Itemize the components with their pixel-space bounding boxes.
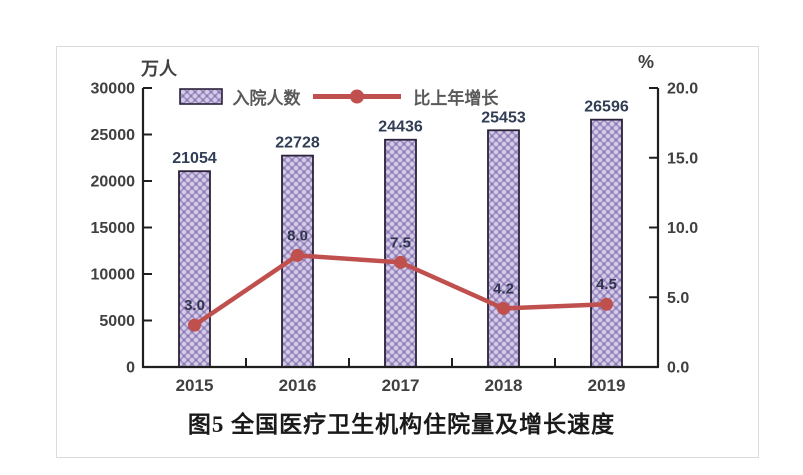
- chart-title: 图5 全国医疗卫生机构住院量及增长速度: [187, 412, 616, 437]
- growth-value-label-2016: 8.0: [287, 227, 308, 244]
- growth-marker-2018: [497, 301, 510, 315]
- legend-label-line-series: 比上年增长: [413, 89, 499, 108]
- left-axis-tick-label: 10000: [91, 267, 136, 284]
- left-axis-tick-label: 0: [126, 360, 135, 377]
- growth-value-label-2015: 3.0: [184, 297, 205, 314]
- x-axis-category-label: 2018: [485, 376, 523, 395]
- growth-value-label-2017: 7.5: [390, 234, 411, 251]
- legend-bar-swatch-icon: [179, 88, 223, 105]
- bar-2017: [384, 138, 417, 368]
- growth-value-label-2019: 4.5: [596, 276, 617, 293]
- left-axis-tick-label: 15000: [91, 220, 136, 237]
- bar-2019: [590, 118, 623, 368]
- x-axis-category-label: 2019: [588, 376, 626, 395]
- x-axis-category-label: 2015: [176, 376, 214, 395]
- left-axis-tick-label: 5000: [99, 313, 135, 330]
- x-axis-category-label: 2017: [382, 376, 420, 395]
- bar-value-label-2019: 26596: [584, 99, 629, 116]
- right-axis-tick-label: 20.0: [667, 81, 698, 98]
- left-axis-tick-label: 20000: [91, 174, 136, 191]
- right-axis-tick-label: 10.0: [667, 220, 698, 237]
- right-axis-tick-label: 5.0: [667, 290, 689, 307]
- growth-marker-2019: [600, 297, 613, 311]
- left-axis-tick-label: 30000: [91, 81, 136, 98]
- growth-value-label-2018: 4.2: [493, 280, 514, 297]
- legend-label-bar-series: 入院人数: [232, 89, 301, 108]
- legend-line-swatch-icon: [312, 89, 401, 104]
- x-axis-category-label: 2016: [279, 376, 317, 395]
- bar-value-label-2018: 25453: [481, 109, 526, 126]
- growth-marker-2016: [291, 248, 304, 262]
- bar-value-label-2017: 24436: [378, 119, 423, 136]
- bar-2018: [487, 129, 520, 368]
- growth-marker-2015: [188, 318, 201, 332]
- right-axis-tick-label: 0.0: [667, 360, 689, 377]
- right-axis-unit-label: %: [638, 52, 655, 72]
- right-axis-tick-label: 15.0: [667, 150, 698, 167]
- left-axis-tick-label: 25000: [91, 127, 136, 144]
- legend: 入院人数 比上年增长: [179, 84, 498, 109]
- bar-2015: [178, 170, 211, 368]
- left-axis-unit-label: 万人: [141, 59, 177, 79]
- bar-value-label-2016: 22728: [275, 135, 320, 152]
- growth-marker-2017: [394, 255, 407, 269]
- bar-value-label-2015: 21054: [172, 150, 217, 167]
